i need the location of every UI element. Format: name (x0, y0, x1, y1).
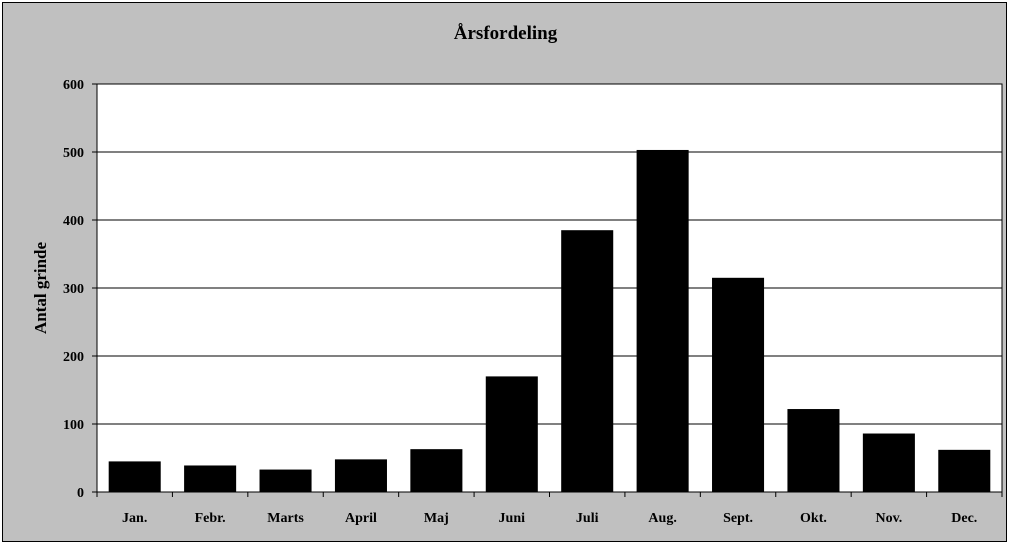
bar (108, 461, 161, 492)
bar (410, 449, 463, 492)
gridlines (97, 151, 1002, 425)
bar (938, 449, 991, 492)
bar (334, 459, 387, 492)
x-tick-label: Okt. (800, 511, 827, 526)
y-tick-label: 300 (63, 282, 84, 297)
bar-chart: 0 100 200 300 400 500 600 Jan. Febr. Marts April M… (31, 78, 1003, 526)
bar (636, 149, 689, 492)
x-tick-label: Aug. (648, 511, 676, 526)
bar (485, 376, 538, 492)
x-tick-label: Jan. (122, 511, 147, 526)
chart-title: Årsfordeling (453, 23, 558, 44)
y-axis-ticks: 0 100 200 300 400 500 600 (63, 78, 97, 501)
y-tick-label: 600 (63, 78, 84, 93)
x-tick-label: Sept. (723, 511, 753, 526)
x-tick-label: Juli (576, 511, 599, 526)
y-tick-label: 200 (63, 350, 84, 365)
bar (712, 277, 765, 492)
y-tick-label: 0 (77, 486, 84, 501)
x-tick-label: Dec. (951, 511, 977, 526)
y-tick-label: 100 (63, 418, 84, 433)
x-tick-label: Marts (267, 511, 304, 526)
y-tick-label: 500 (63, 146, 84, 161)
x-axis-ticks: Jan. Febr. Marts April Maj Juni Juli Aug. Sept. O… (96, 492, 1003, 526)
x-tick-label: Febr. (195, 511, 226, 526)
bar (862, 433, 915, 492)
y-axis-label: Antal grinde (31, 242, 50, 335)
bar (787, 409, 840, 492)
x-tick-label: Juni (499, 511, 526, 526)
bar (259, 469, 312, 492)
x-tick-label: Nov. (875, 511, 902, 526)
bar (184, 465, 237, 492)
x-tick-label: April (345, 511, 377, 526)
bars (108, 149, 991, 492)
y-tick-label: 400 (63, 214, 84, 229)
x-tick-label: Maj (424, 511, 449, 526)
bar (561, 230, 614, 492)
